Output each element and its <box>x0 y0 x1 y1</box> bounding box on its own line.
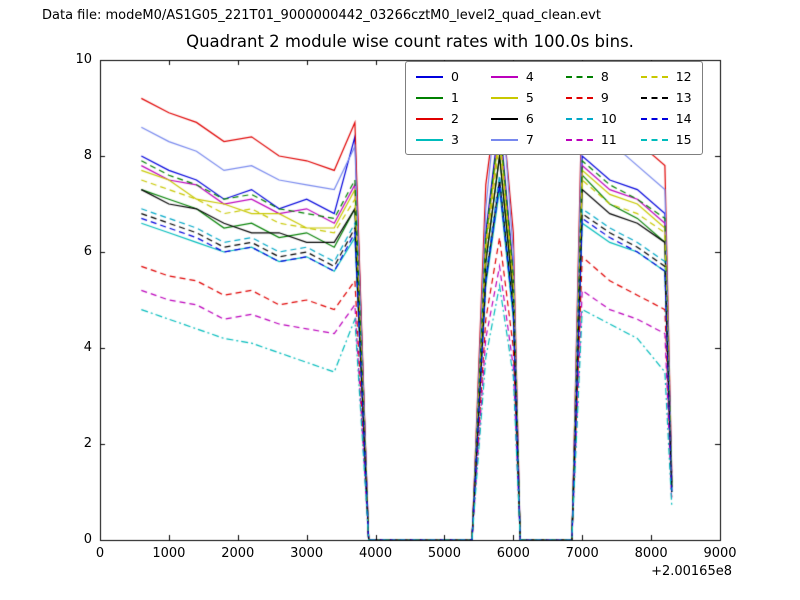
legend-item-9: 9 <box>565 88 617 107</box>
legend-item-1: 1 <box>416 88 467 107</box>
legend-item-10: 10 <box>565 109 617 128</box>
legend-label: 7 <box>525 132 534 147</box>
legend-label: 3 <box>451 132 459 147</box>
data-file-label: Data file: modeM0/AS1G05_221T01_90000004… <box>42 8 601 23</box>
legend-item-6: 6 <box>490 109 542 128</box>
legend-item-13: 13 <box>640 88 692 107</box>
y-tick-label: 0 <box>83 532 92 547</box>
legend-label: 13 <box>675 90 692 105</box>
x-tick-label: 2000 <box>221 546 255 561</box>
x-tick-label: 4000 <box>359 546 393 561</box>
legend-label: 0 <box>451 69 459 84</box>
legend-label: 4 <box>525 69 534 84</box>
legend-item-3: 3 <box>416 130 467 149</box>
x-tick-label: 1000 <box>152 546 186 561</box>
legend-item-4: 4 <box>490 67 542 86</box>
legend-label: 9 <box>600 90 609 105</box>
legend-label: 11 <box>600 132 617 147</box>
legend-line-sample <box>565 96 593 99</box>
legend-line-sample <box>490 75 518 78</box>
legend-line-sample <box>640 117 668 120</box>
legend-line-sample <box>565 117 593 120</box>
legend-line-sample <box>490 96 518 99</box>
legend-label: 5 <box>525 90 534 105</box>
legend: 0 4 8 12 1 5 9 13 2 6 10 14 3 7 11 15 <box>405 61 703 155</box>
x-tick-label: 7000 <box>565 546 599 561</box>
legend-line-sample <box>416 75 443 78</box>
y-tick-label: 6 <box>83 244 92 259</box>
legend-line-sample <box>640 138 668 141</box>
legend-line-sample <box>565 75 593 78</box>
x-tick-label: 5000 <box>427 546 461 561</box>
chart-title: Quadrant 2 module wise count rates with … <box>186 32 634 51</box>
legend-item-11: 11 <box>565 130 617 149</box>
legend-item-2: 2 <box>416 109 467 128</box>
legend-line-sample <box>490 138 518 141</box>
legend-line-sample <box>416 96 443 99</box>
y-tick-label: 2 <box>83 436 92 451</box>
legend-line-sample <box>416 117 443 120</box>
legend-line-sample <box>640 96 668 99</box>
legend-item-12: 12 <box>640 67 692 86</box>
legend-label: 1 <box>451 90 459 105</box>
y-tick-label: 8 <box>83 148 92 163</box>
legend-label: 14 <box>675 111 692 126</box>
y-tick-label: 4 <box>83 340 92 355</box>
legend-label: 2 <box>451 111 459 126</box>
legend-line-sample <box>490 117 518 120</box>
legend-label: 8 <box>600 69 609 84</box>
legend-line-sample <box>416 138 443 141</box>
legend-label: 6 <box>525 111 534 126</box>
y-tick-label: 10 <box>75 52 92 67</box>
legend-item-8: 8 <box>565 67 617 86</box>
x-tick-label: 6000 <box>496 546 530 561</box>
legend-item-0: 0 <box>416 67 467 86</box>
legend-item-14: 14 <box>640 109 692 128</box>
legend-label: 12 <box>675 69 692 84</box>
legend-label: 15 <box>675 132 692 147</box>
x-axis-offset-label: +2.00165e8 <box>651 564 732 579</box>
x-tick-label: 3000 <box>290 546 324 561</box>
legend-label: 10 <box>600 111 617 126</box>
legend-line-sample <box>640 75 668 78</box>
legend-item-5: 5 <box>490 88 542 107</box>
x-tick-label: 9000 <box>703 546 737 561</box>
x-tick-label: 0 <box>95 546 105 561</box>
legend-item-7: 7 <box>490 130 542 149</box>
legend-line-sample <box>565 138 593 141</box>
legend-item-15: 15 <box>640 130 692 149</box>
x-tick-label: 8000 <box>634 546 668 561</box>
